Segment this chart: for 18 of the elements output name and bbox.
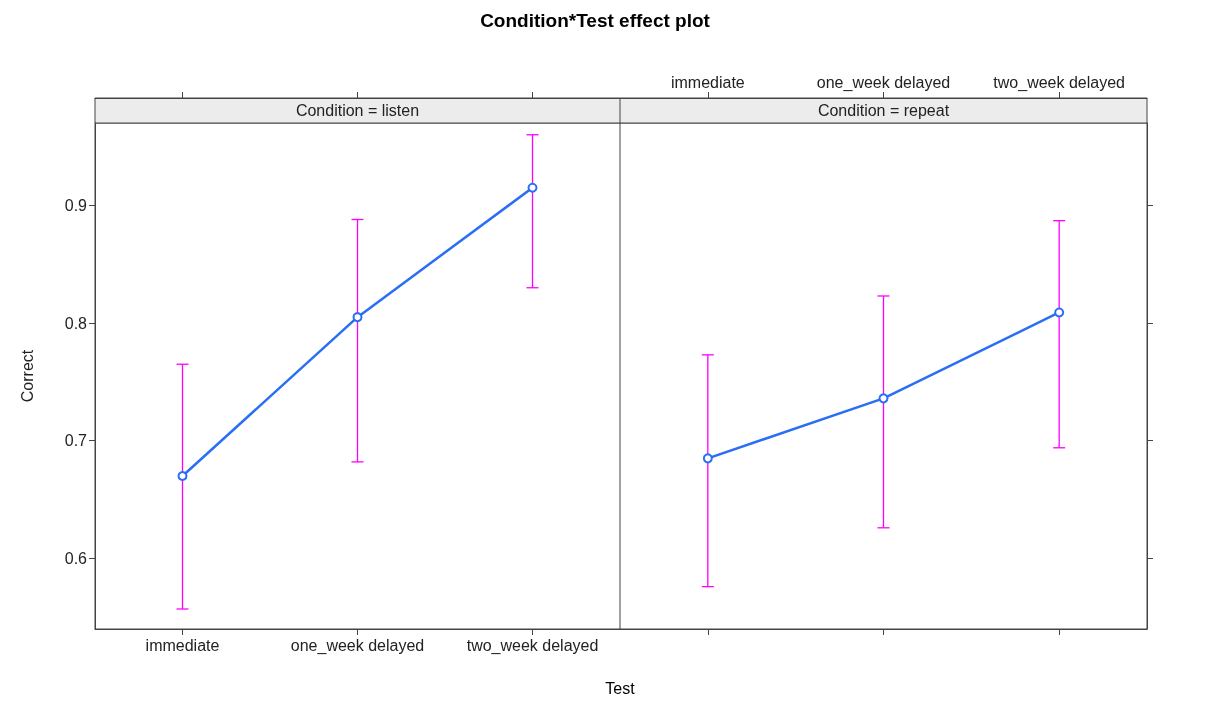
y-tick-label: 0.8 [64,314,88,332]
point [177,471,188,482]
x-axis-title: Test [605,680,635,698]
x-tick-label: two_week delayed [466,636,599,655]
x-tick-label: immediate [670,73,745,91]
y-tick-label: 0.7 [64,432,88,450]
point [352,312,363,323]
x-tick-label: immediate [145,636,220,654]
y-tick-label: 0.9 [64,196,88,214]
x-tick-label: one_week delayed [290,636,425,655]
chart-title: Condition*Test effect plot [480,10,710,32]
point [527,182,538,193]
chart-subtitle: Condition = repeat [817,102,950,119]
y-axis-title: Correct [18,349,36,403]
x-tick-label: one_week delayed [816,73,951,92]
x-tick-label: two_week delayed [993,73,1125,92]
y-tick-label: 0.6 [64,549,88,567]
chart-subtitle: Condition = listen [295,102,420,119]
